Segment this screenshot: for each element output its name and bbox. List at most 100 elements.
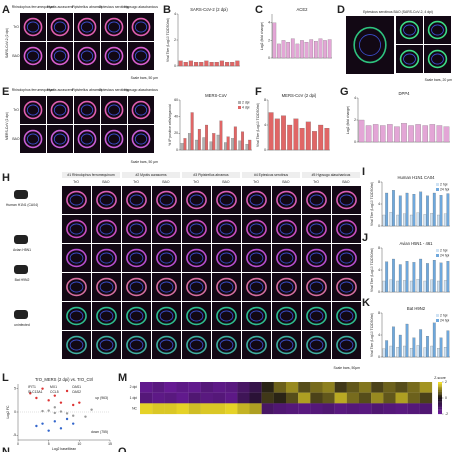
organoid bbox=[23, 100, 43, 120]
label: BAO bbox=[102, 180, 110, 184]
bar bbox=[380, 125, 386, 143]
colorbar bbox=[438, 394, 442, 397]
heat-cell bbox=[419, 382, 433, 393]
organoid bbox=[126, 306, 147, 326]
bar bbox=[429, 124, 436, 143]
bar bbox=[327, 39, 332, 59]
organoid bbox=[126, 277, 147, 297]
bar bbox=[290, 38, 295, 59]
nuclei bbox=[80, 104, 94, 116]
row-label: MERS-CoV (2 dpi) bbox=[5, 112, 9, 140]
organoid bbox=[216, 248, 237, 268]
label: 0 bbox=[176, 148, 178, 152]
label: 60 bbox=[174, 98, 178, 102]
organoid bbox=[306, 306, 327, 326]
label: TrO bbox=[13, 108, 19, 112]
heat-cell bbox=[395, 382, 408, 393]
colorbar bbox=[438, 383, 442, 386]
nuclei bbox=[134, 133, 148, 145]
bar bbox=[382, 280, 386, 293]
bar bbox=[446, 193, 450, 227]
nuclei bbox=[80, 21, 94, 33]
bar bbox=[372, 124, 379, 143]
bar bbox=[300, 40, 304, 59]
nuclei bbox=[99, 339, 114, 351]
heat-cell bbox=[407, 382, 420, 393]
point bbox=[84, 415, 87, 418]
point bbox=[65, 389, 69, 393]
organoid bbox=[66, 219, 87, 239]
bar bbox=[195, 139, 199, 151]
bar bbox=[403, 345, 406, 358]
colorbar bbox=[438, 391, 442, 394]
organoid bbox=[131, 100, 151, 120]
heat-cell bbox=[286, 403, 299, 415]
organoid bbox=[306, 248, 327, 268]
organoid bbox=[77, 100, 97, 120]
bar bbox=[432, 322, 436, 358]
heat-cell bbox=[249, 392, 262, 404]
organoid bbox=[186, 248, 207, 268]
label: #5 Hypsugo alaschanicus bbox=[312, 173, 351, 177]
organoid bbox=[96, 248, 117, 268]
label: uninfected bbox=[14, 323, 30, 327]
organoid bbox=[186, 190, 207, 210]
nuclei bbox=[53, 133, 67, 145]
organoid bbox=[216, 219, 237, 239]
label: ACE2 bbox=[297, 7, 309, 12]
label: TrO bbox=[253, 180, 259, 184]
organoid bbox=[246, 277, 267, 297]
label: 2 hpi bbox=[440, 313, 448, 317]
nuclei bbox=[26, 133, 40, 145]
bar bbox=[419, 329, 423, 358]
point bbox=[65, 417, 69, 421]
label: 5 bbox=[14, 387, 16, 391]
colorbar bbox=[438, 404, 442, 407]
nuclei bbox=[159, 223, 174, 235]
bar bbox=[396, 347, 400, 358]
bar bbox=[403, 280, 406, 293]
organoid bbox=[66, 306, 87, 326]
legend-swatch bbox=[238, 101, 241, 104]
bar bbox=[439, 337, 443, 358]
bar bbox=[432, 260, 436, 293]
bar bbox=[238, 140, 242, 151]
bar bbox=[230, 61, 235, 67]
label: 4 bbox=[268, 21, 270, 25]
label: D bbox=[337, 4, 345, 16]
nuclei bbox=[80, 133, 94, 145]
label: Log2 baseMean bbox=[52, 447, 76, 451]
nuclei bbox=[134, 104, 148, 116]
heat-cell bbox=[188, 392, 201, 404]
heat-cell bbox=[371, 403, 384, 415]
label: IFIT1 bbox=[28, 385, 36, 389]
organoid bbox=[156, 219, 177, 239]
organoid bbox=[23, 129, 43, 149]
heat-cell bbox=[261, 392, 274, 404]
organoid bbox=[50, 17, 70, 37]
organoid bbox=[306, 277, 327, 297]
bar bbox=[387, 124, 393, 143]
bar bbox=[281, 115, 286, 151]
point bbox=[72, 422, 75, 425]
nuclei bbox=[189, 339, 204, 351]
nuclei bbox=[339, 194, 354, 206]
nuclei bbox=[189, 252, 204, 264]
nuclei bbox=[189, 310, 204, 322]
heat-cell bbox=[188, 403, 201, 415]
organoid bbox=[96, 306, 117, 326]
nuclei bbox=[26, 104, 40, 116]
y-axis-label: Viral Titer (Log10 TCID50/ml) bbox=[370, 313, 374, 357]
row-label: SARS-CoV-2 (2 dpi) bbox=[5, 28, 9, 58]
bar bbox=[398, 334, 402, 358]
label: O bbox=[118, 446, 127, 452]
nuclei bbox=[189, 223, 204, 235]
bar bbox=[318, 124, 324, 151]
label: I bbox=[362, 166, 365, 178]
bar bbox=[190, 112, 194, 151]
heat-cell bbox=[273, 382, 287, 393]
bar bbox=[202, 137, 206, 151]
nuclei bbox=[129, 223, 144, 235]
organoid bbox=[104, 129, 124, 149]
heat-cell bbox=[152, 403, 165, 415]
